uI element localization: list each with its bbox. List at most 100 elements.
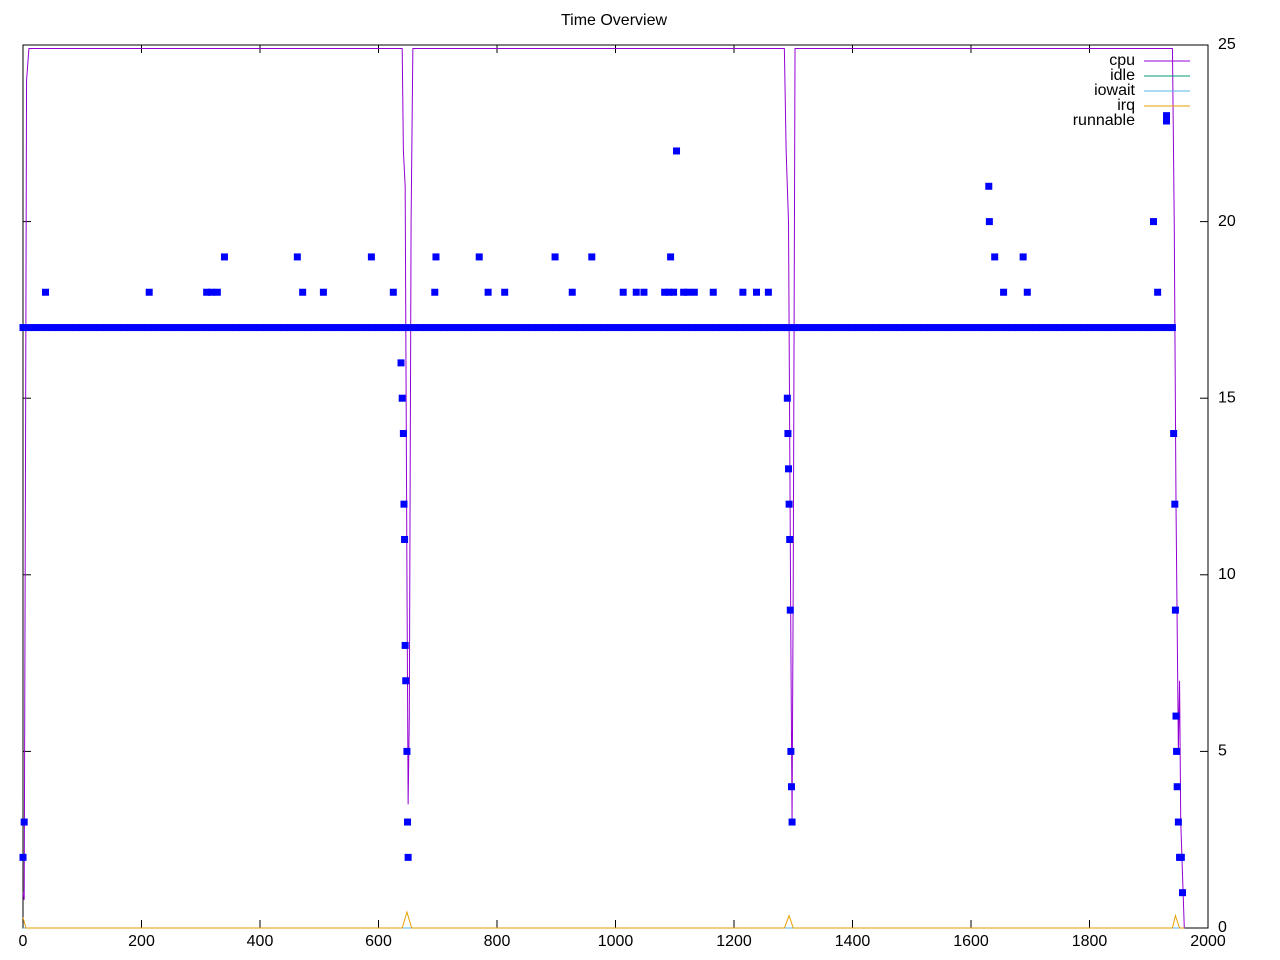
- point: [926, 324, 934, 332]
- point: [1177, 853, 1185, 861]
- point: [72, 324, 80, 332]
- point: [319, 288, 327, 296]
- point: [1023, 288, 1031, 296]
- point: [623, 324, 631, 332]
- point: [937, 324, 945, 332]
- point: [673, 147, 681, 155]
- point: [523, 324, 531, 332]
- point: [787, 783, 795, 791]
- x-tick-label: 0: [19, 933, 28, 950]
- point: [1174, 818, 1182, 826]
- point: [446, 324, 454, 332]
- y-tick-label: 0: [1218, 919, 1227, 936]
- point: [785, 500, 793, 508]
- point: [712, 324, 720, 332]
- point: [619, 288, 627, 296]
- point: [1020, 324, 1028, 332]
- point: [576, 324, 584, 332]
- x-tick-label: 600: [365, 933, 392, 950]
- point: [1151, 324, 1159, 332]
- point: [401, 641, 409, 649]
- point: [1097, 324, 1105, 332]
- point: [402, 677, 410, 685]
- point: [120, 324, 128, 332]
- point: [902, 324, 910, 332]
- legend-label: cpu: [1109, 52, 1135, 69]
- point: [1121, 324, 1129, 332]
- point: [401, 535, 409, 543]
- point: [511, 324, 519, 332]
- point: [416, 324, 424, 332]
- point: [1172, 712, 1180, 720]
- point: [1173, 747, 1181, 755]
- point: [398, 394, 406, 402]
- point: [108, 324, 116, 332]
- point: [588, 324, 596, 332]
- point: [1019, 253, 1027, 261]
- point: [517, 324, 525, 332]
- point: [345, 324, 353, 332]
- point: [31, 324, 39, 332]
- point: [404, 818, 412, 826]
- y-tick-label: 25: [1218, 36, 1236, 53]
- point: [339, 324, 347, 332]
- point: [481, 324, 489, 332]
- point: [854, 324, 862, 332]
- point: [428, 324, 436, 332]
- point: [197, 324, 205, 332]
- point: [1115, 324, 1123, 332]
- point: [333, 324, 341, 332]
- point: [1133, 324, 1141, 332]
- point: [955, 324, 963, 332]
- point: [1163, 112, 1171, 120]
- x-tick-label: 1800: [1072, 933, 1108, 950]
- y-tick-label: 10: [1218, 566, 1236, 583]
- point: [1038, 324, 1046, 332]
- point: [914, 324, 922, 332]
- point: [185, 324, 193, 332]
- point: [1168, 324, 1176, 332]
- point: [748, 324, 756, 332]
- point: [991, 324, 999, 332]
- point: [1145, 324, 1153, 332]
- point: [789, 324, 797, 332]
- y-tick-label: 20: [1218, 213, 1236, 230]
- point: [689, 324, 697, 332]
- point: [207, 288, 215, 296]
- point: [161, 324, 169, 332]
- point: [931, 324, 939, 332]
- point: [700, 324, 708, 332]
- point: [78, 324, 86, 332]
- point: [102, 324, 110, 332]
- point: [1086, 324, 1093, 332]
- point: [501, 288, 509, 296]
- point: [843, 324, 851, 332]
- point: [837, 324, 845, 332]
- point: [1157, 324, 1165, 332]
- point: [849, 324, 856, 332]
- point: [568, 288, 576, 296]
- point: [1127, 324, 1135, 332]
- point: [1171, 500, 1179, 508]
- point: [25, 324, 33, 332]
- point: [684, 288, 692, 296]
- point: [742, 324, 750, 332]
- point: [475, 324, 483, 332]
- point: [434, 324, 442, 332]
- point: [1014, 324, 1022, 332]
- point: [37, 324, 45, 332]
- point: [404, 853, 412, 861]
- point: [677, 324, 685, 332]
- point: [949, 324, 957, 332]
- point: [96, 324, 104, 332]
- point: [452, 324, 460, 332]
- point: [659, 324, 667, 332]
- point: [997, 324, 1005, 332]
- point: [890, 324, 898, 332]
- point: [380, 324, 388, 332]
- chart-title: Time Overview: [561, 12, 668, 29]
- point: [582, 324, 590, 332]
- point: [191, 324, 199, 332]
- point: [878, 324, 886, 332]
- point: [1026, 324, 1034, 332]
